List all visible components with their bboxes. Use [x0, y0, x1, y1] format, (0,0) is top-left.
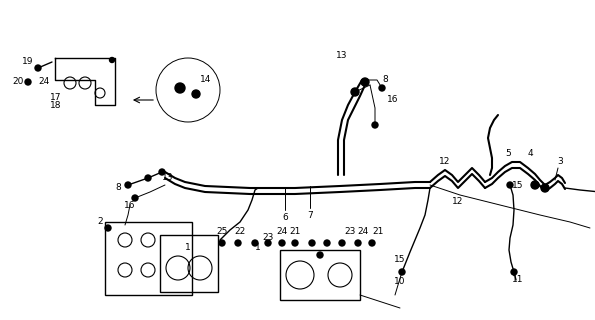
- Text: 1: 1: [185, 244, 191, 252]
- Circle shape: [399, 269, 405, 275]
- Text: 24: 24: [38, 77, 49, 86]
- Text: 23: 23: [262, 234, 274, 243]
- Circle shape: [324, 240, 330, 246]
- Text: 24: 24: [276, 228, 287, 236]
- Circle shape: [317, 252, 323, 258]
- Text: 25: 25: [217, 228, 228, 236]
- Circle shape: [292, 240, 298, 246]
- Text: 15: 15: [512, 180, 524, 189]
- Text: 11: 11: [512, 276, 524, 284]
- Circle shape: [252, 240, 258, 246]
- Text: 24: 24: [358, 228, 369, 236]
- Circle shape: [355, 240, 361, 246]
- Circle shape: [531, 181, 539, 189]
- Text: 13: 13: [336, 51, 347, 60]
- Circle shape: [369, 240, 375, 246]
- Circle shape: [372, 122, 378, 128]
- Circle shape: [507, 182, 513, 188]
- Text: 21: 21: [289, 228, 300, 236]
- Text: 4: 4: [527, 149, 533, 158]
- Text: 12: 12: [452, 197, 464, 206]
- Text: 1: 1: [255, 244, 261, 252]
- Text: 12: 12: [439, 157, 450, 166]
- Text: 21: 21: [372, 228, 384, 236]
- Circle shape: [351, 88, 359, 96]
- Circle shape: [279, 240, 285, 246]
- Circle shape: [145, 175, 151, 181]
- Circle shape: [109, 58, 114, 62]
- Text: 2: 2: [97, 218, 103, 227]
- Circle shape: [125, 182, 131, 188]
- Circle shape: [105, 225, 111, 231]
- Text: 10: 10: [394, 277, 406, 286]
- Circle shape: [35, 65, 41, 71]
- Text: 19: 19: [22, 58, 34, 67]
- Circle shape: [511, 269, 517, 275]
- Circle shape: [175, 83, 185, 93]
- Circle shape: [379, 85, 385, 91]
- Text: 6: 6: [282, 213, 288, 222]
- Text: 15: 15: [394, 255, 406, 265]
- Circle shape: [339, 240, 345, 246]
- Circle shape: [235, 240, 241, 246]
- Text: 16: 16: [124, 201, 136, 210]
- Text: 5: 5: [505, 149, 511, 158]
- Circle shape: [309, 240, 315, 246]
- Text: 13: 13: [162, 173, 174, 182]
- Circle shape: [159, 169, 165, 175]
- Text: 22: 22: [234, 228, 246, 236]
- Circle shape: [192, 90, 200, 98]
- Text: 23: 23: [345, 228, 356, 236]
- Text: 8: 8: [115, 183, 121, 193]
- Text: 17: 17: [50, 93, 62, 102]
- Text: 8: 8: [382, 76, 388, 84]
- Text: 20: 20: [12, 77, 24, 86]
- Circle shape: [132, 195, 138, 201]
- Circle shape: [541, 184, 549, 192]
- Text: 18: 18: [50, 101, 62, 110]
- Text: 7: 7: [307, 212, 313, 220]
- Text: 16: 16: [387, 95, 399, 105]
- Text: 3: 3: [557, 157, 563, 166]
- Circle shape: [265, 240, 271, 246]
- Text: 14: 14: [201, 76, 212, 84]
- Circle shape: [361, 78, 369, 86]
- Circle shape: [25, 79, 31, 85]
- Circle shape: [219, 240, 225, 246]
